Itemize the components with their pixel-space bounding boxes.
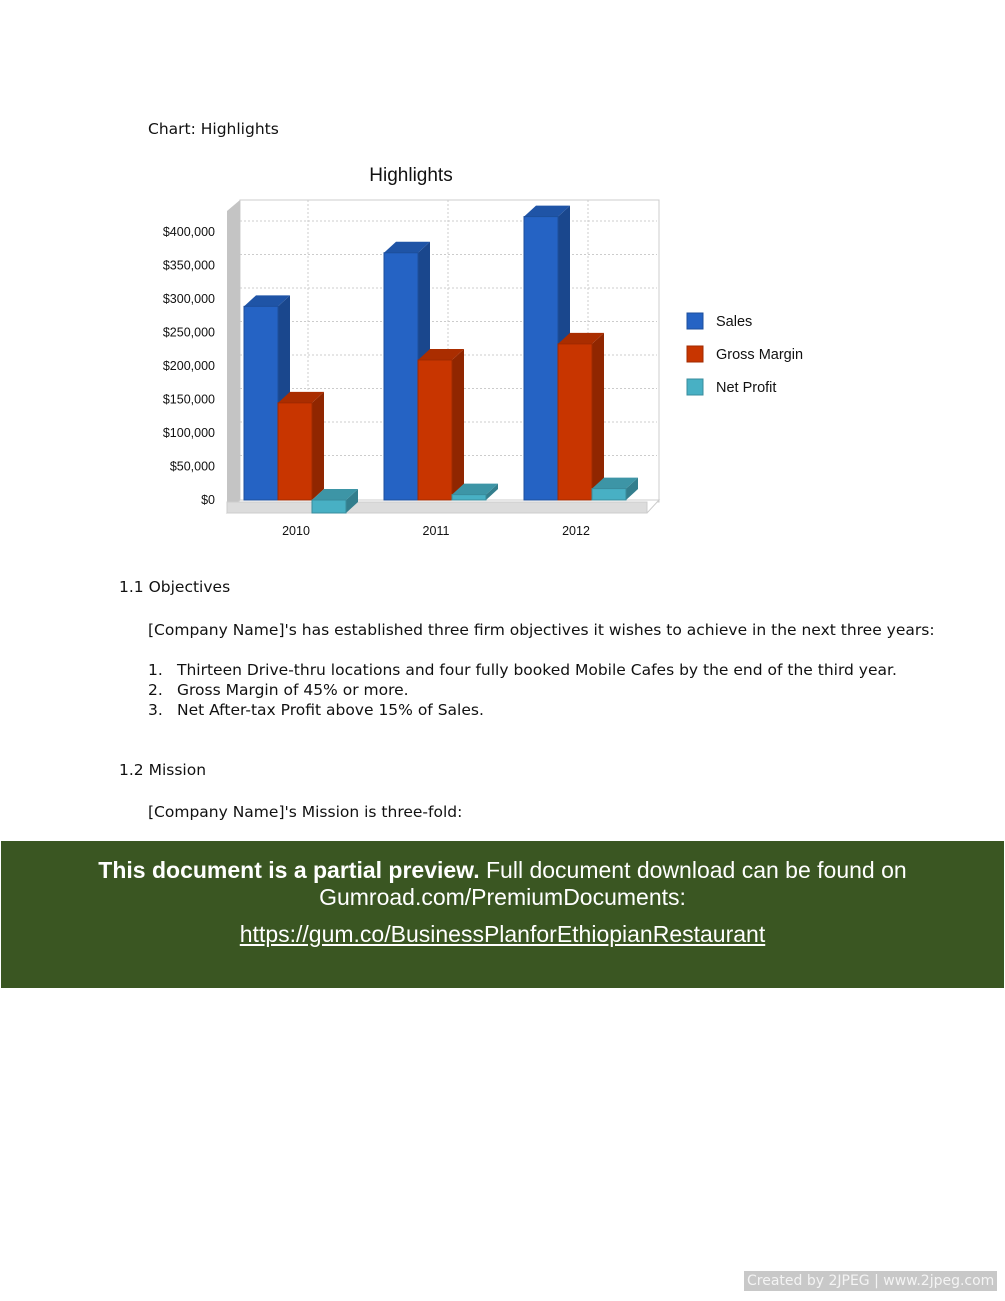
bar-top (452, 483, 498, 495)
bar-front (243, 305, 279, 501)
mission-text: [Company Name]'s Mission is three-fold: (148, 803, 463, 821)
x-tick-label: 2011 (423, 524, 450, 538)
legend-swatch (686, 378, 704, 396)
banner-rest-text: Full document download can be found on (479, 857, 907, 883)
bar-top (418, 348, 464, 360)
bar-front (523, 216, 559, 501)
bar-side (452, 348, 464, 500)
section-heading-mission: 1.2 Mission (119, 761, 207, 779)
x-tick-label: 2012 (562, 524, 590, 538)
bar-side (346, 489, 358, 513)
legend-label: Gross Margin (716, 347, 803, 363)
download-link[interactable]: https://gum.co/BusinessPlanforEthiopianR… (239, 921, 766, 947)
list-item: 3. Net After-tax Profit above 15% of Sale… (148, 700, 945, 720)
bar-side (592, 332, 604, 500)
list-text: Thirteen Drive-thru locations and four f… (177, 661, 897, 679)
bar-top (312, 489, 358, 500)
bar-top (558, 332, 604, 344)
legend-label: Sales (716, 314, 752, 330)
y-tick-label: $200,000 (163, 359, 215, 373)
floor-front (226, 501, 648, 514)
bar-gross-margin-2011 (417, 348, 464, 501)
bar-side (486, 483, 498, 500)
left-wall (227, 200, 240, 513)
bar-front (451, 494, 487, 501)
y-tick-label: $100,000 (163, 426, 215, 440)
bar-front (591, 488, 627, 501)
y-tick-label: $400,000 (163, 225, 215, 239)
list-item: 2. Gross Margin of 45% or more. (148, 680, 945, 700)
section-heading-objectives: 1.1 Objectives (119, 578, 231, 596)
bar-front (557, 343, 593, 501)
bar-gross-margin-2010 (277, 391, 324, 501)
bar-net-profit-2010 (311, 489, 358, 514)
chart-caption: Chart: Highlights (148, 120, 279, 138)
y-tick-label: $50,000 (170, 460, 215, 474)
bar-front (277, 402, 313, 501)
bar-top (244, 295, 290, 307)
legend-label: Net Profit (716, 380, 776, 396)
y-tick-label: $250,000 (163, 326, 215, 340)
bar-net-profit-2011 (451, 483, 498, 501)
chart-title: Highlights (369, 165, 452, 186)
banner-line2: Gumroad.com/PremiumDocuments: (319, 884, 686, 910)
legend-swatch (686, 312, 704, 330)
bar-top (384, 241, 430, 253)
legend-swatch (686, 345, 704, 363)
watermark-footer: Created by 2JPEG | www.2jpeg.com (744, 1271, 998, 1291)
bar-side (626, 477, 638, 500)
objectives-list: 1. Thirteen Drive-thru locations and four… (148, 660, 945, 720)
x-tick-label: 2010 (282, 524, 310, 538)
banner-text: This document is a partial preview. Full… (1, 857, 1004, 911)
y-tick-label: $0 (201, 493, 215, 507)
bar-front (383, 252, 419, 501)
list-number: 3. (148, 701, 163, 719)
list-text: Gross Margin of 45% or more. (177, 681, 409, 699)
preview-banner: This document is a partial preview. Full… (1, 841, 1004, 988)
banner-bold-text: This document is a partial preview. (98, 857, 480, 883)
bar-side (312, 391, 324, 500)
highlights-chart: Highlights $0 $50,000 $100,000 $150,000 $200… (163, 165, 803, 538)
bar-top (278, 391, 324, 403)
y-tick-label: $150,000 (163, 393, 215, 407)
list-number: 2. (148, 681, 163, 699)
objectives-intro: [Company Name]'s has established three f… (148, 621, 935, 639)
list-number: 1. (148, 661, 163, 679)
bar-gross-margin-2012 (557, 332, 604, 501)
list-item: 1. Thirteen Drive-thru locations and four… (148, 660, 945, 680)
y-tick-label: $350,000 (163, 259, 215, 273)
bar-front (417, 359, 453, 501)
bar-front (311, 499, 347, 514)
y-tick-label: $300,000 (163, 292, 215, 306)
bar-top (524, 205, 570, 217)
list-text: Net After-tax Profit above 15% of Sales. (177, 701, 484, 719)
bar-net-profit-2012 (591, 477, 638, 501)
bar-top (592, 477, 638, 489)
